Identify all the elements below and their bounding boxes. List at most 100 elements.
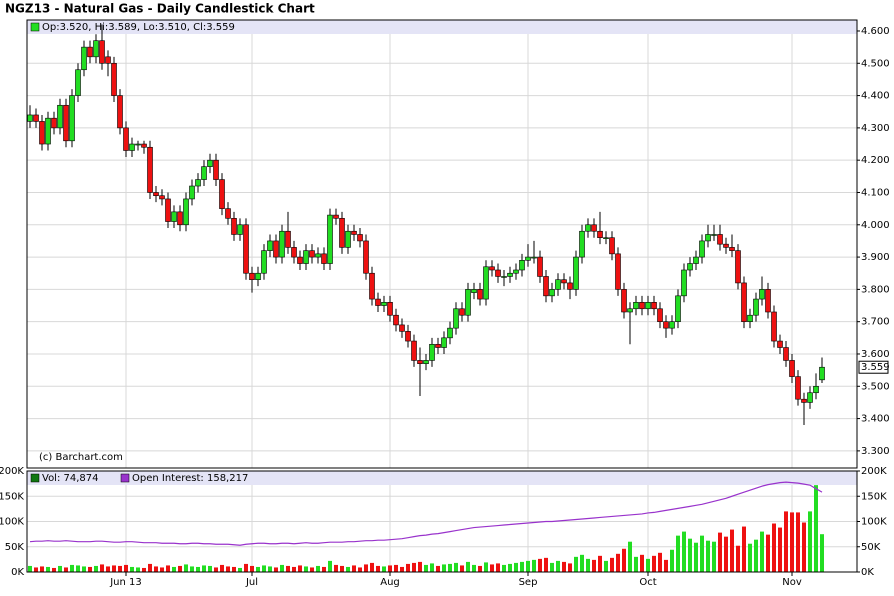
volume-bar bbox=[370, 562, 374, 572]
last-price-box bbox=[858, 360, 889, 374]
volume-bar bbox=[772, 523, 776, 572]
volume-bar bbox=[244, 563, 248, 572]
plot-frame bbox=[26, 470, 858, 573]
volume-bar bbox=[172, 566, 176, 572]
volume-bar bbox=[820, 534, 824, 572]
volume-bar bbox=[508, 563, 512, 572]
candle-body bbox=[189, 185, 195, 200]
volume-bar bbox=[256, 566, 260, 572]
volume-bar bbox=[94, 565, 98, 572]
volume-bar bbox=[190, 566, 194, 572]
y-tick-label: 4.600 bbox=[861, 26, 890, 37]
candle-body bbox=[327, 214, 333, 264]
volume-bar bbox=[658, 552, 662, 572]
y-tick-label: 4.500 bbox=[861, 58, 890, 69]
volume-bar bbox=[88, 566, 92, 572]
volume-bar bbox=[238, 567, 242, 572]
candle-body bbox=[741, 282, 747, 322]
candle-body bbox=[819, 366, 825, 381]
volume-bar bbox=[736, 545, 740, 572]
candle-body bbox=[567, 282, 573, 290]
candle-body bbox=[129, 143, 135, 151]
volume-bar bbox=[364, 564, 368, 572]
candle-body bbox=[597, 230, 603, 239]
candle-body bbox=[525, 256, 531, 261]
candle-body bbox=[375, 298, 381, 306]
volume-bar bbox=[514, 562, 518, 572]
candle-body bbox=[783, 347, 789, 361]
candle-body bbox=[435, 343, 441, 348]
candle-body bbox=[675, 295, 681, 322]
y-tick-label: 3.600 bbox=[861, 349, 890, 360]
volume-bar bbox=[154, 566, 158, 572]
x-tick-label: Nov bbox=[782, 577, 802, 588]
volume-bar bbox=[718, 532, 722, 572]
candle-body bbox=[315, 253, 321, 258]
volume-bar bbox=[700, 535, 704, 572]
candle-body bbox=[45, 117, 51, 145]
candle-body bbox=[33, 114, 39, 122]
volume-bar bbox=[796, 512, 800, 572]
candle-body bbox=[393, 314, 399, 326]
volume-bar bbox=[694, 542, 698, 572]
volume-bar bbox=[790, 512, 794, 572]
volume-bar bbox=[640, 554, 644, 572]
volume-bar bbox=[214, 567, 218, 572]
volume-bar bbox=[304, 566, 308, 572]
candle-body bbox=[465, 289, 471, 316]
volume-bar bbox=[802, 522, 806, 572]
volume-bar bbox=[724, 536, 728, 572]
candle-body bbox=[69, 95, 75, 142]
candle-body bbox=[423, 360, 429, 364]
candle-body bbox=[615, 253, 621, 290]
candle-body bbox=[381, 302, 387, 306]
volume-bar bbox=[478, 565, 482, 572]
candle-body bbox=[489, 266, 495, 271]
candle-body bbox=[735, 250, 741, 284]
volume-bar bbox=[346, 566, 350, 572]
candle-body bbox=[261, 250, 267, 274]
candle-body bbox=[501, 276, 507, 278]
legend-swatch bbox=[30, 22, 40, 32]
candle-body bbox=[663, 321, 669, 329]
candle-body bbox=[657, 308, 663, 322]
candle-body bbox=[345, 230, 351, 248]
volume-bar bbox=[166, 565, 170, 572]
candle-body bbox=[369, 272, 375, 300]
volume-bar bbox=[442, 564, 446, 572]
volume-bar bbox=[628, 541, 632, 572]
y-tick-label: 3.900 bbox=[861, 252, 890, 263]
volume-bar bbox=[412, 562, 416, 572]
volume-bar bbox=[70, 564, 74, 572]
x-tick-label: Jun 13 bbox=[109, 577, 142, 588]
candle-body bbox=[543, 276, 549, 297]
candle-body bbox=[441, 337, 447, 348]
volume-bar bbox=[682, 531, 686, 572]
candle-body bbox=[483, 266, 489, 300]
volume-bar bbox=[160, 567, 164, 572]
volume-bar bbox=[82, 566, 86, 572]
volume-bar bbox=[562, 561, 566, 572]
volume-bar bbox=[490, 564, 494, 572]
candle-body bbox=[711, 234, 717, 236]
volume-bar bbox=[268, 566, 272, 572]
volume-bar bbox=[466, 561, 470, 572]
candle-body bbox=[531, 256, 537, 259]
volume-bar bbox=[58, 565, 62, 572]
volume-bar bbox=[142, 567, 146, 572]
volume-bar bbox=[382, 566, 386, 572]
volume-bar bbox=[358, 567, 362, 572]
volume-bar bbox=[574, 556, 578, 572]
volume-bar bbox=[196, 566, 200, 572]
legend-swatch bbox=[30, 473, 40, 483]
y-tick-label: 4.300 bbox=[861, 123, 890, 134]
candle-body bbox=[363, 240, 369, 274]
candle-body bbox=[801, 398, 807, 403]
candle-body bbox=[183, 198, 189, 226]
volume-bar bbox=[778, 527, 782, 572]
candle-body bbox=[399, 324, 405, 332]
volume-bar bbox=[100, 564, 104, 572]
volume-bar bbox=[286, 565, 290, 572]
candle-body bbox=[177, 211, 183, 226]
legend-strip bbox=[27, 20, 857, 34]
